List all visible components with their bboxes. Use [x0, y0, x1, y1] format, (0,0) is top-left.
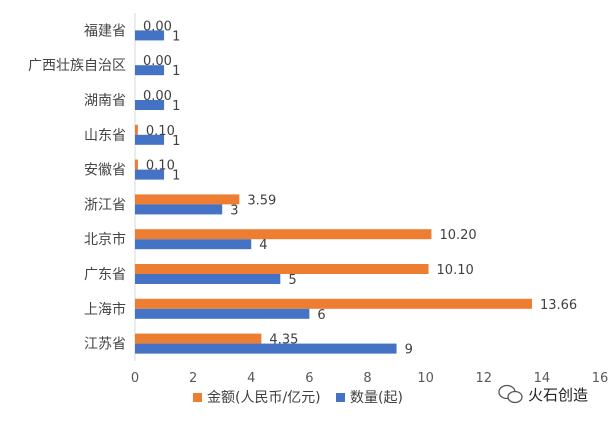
data-label-amount: 0.00 [143, 89, 172, 104]
data-label-amount: 0.10 [146, 124, 175, 139]
x-tick-label: 8 [363, 371, 371, 386]
data-label-amount: 0.00 [143, 54, 172, 69]
bar-count [135, 343, 397, 354]
category-label: 湖南省 [84, 93, 126, 109]
data-label-amount: 3.59 [247, 193, 276, 208]
bar-amount [135, 229, 432, 240]
data-label-amount: 13.66 [540, 298, 577, 313]
bar-amount [135, 124, 138, 135]
data-label-amount: 10.20 [439, 228, 476, 243]
data-label-amount: 0.10 [146, 159, 175, 174]
legend-swatch-amount [193, 393, 202, 402]
bar-count [135, 204, 223, 215]
data-label-count: 6 [317, 308, 325, 323]
bars-layer [135, 30, 532, 354]
x-tick-label: 12 [475, 371, 492, 386]
bar-amount [135, 333, 262, 344]
bar-count [135, 239, 252, 250]
data-label-count: 1 [172, 169, 180, 184]
bar-count [135, 169, 165, 180]
watermark: 火石创造 [498, 384, 588, 404]
bar-count [135, 65, 165, 76]
watermark-brand-text: 火石创造 [528, 386, 588, 404]
category-label: 江苏省 [84, 337, 126, 353]
wechat-icon [498, 384, 523, 404]
x-tick-label: 10 [417, 371, 434, 386]
category-label: 福建省 [84, 23, 126, 39]
bar-amount [135, 159, 138, 170]
x-tick-label: 16 [592, 371, 609, 386]
bar-count [135, 100, 165, 110]
bar-count [135, 134, 165, 145]
category-label: 浙江省 [84, 197, 126, 213]
category-label: 安徽省 [84, 163, 126, 179]
category-label: 山东省 [84, 128, 126, 144]
bar-count [135, 308, 310, 319]
legend-label-amount: 金额(人民币/亿元) [207, 390, 321, 406]
data-label-amount: 10.10 [437, 263, 474, 278]
category-label: 北京市 [84, 231, 126, 248]
data-label-count: 4 [259, 238, 267, 253]
legend-label-count: 数量(起) [350, 390, 403, 406]
bar-count [135, 30, 165, 41]
data-label-amount: 4.35 [269, 333, 298, 348]
bar-amount [135, 264, 429, 274]
data-label-count: 1 [172, 64, 180, 79]
data-label-count: 5 [288, 273, 296, 288]
x-tick-label: 2 [189, 371, 197, 386]
data-labels: 0.0010.0010.0010.1010.1013.59310.20410.1… [143, 19, 577, 357]
bar-amount [135, 194, 240, 205]
category-label: 广东省 [84, 267, 126, 283]
x-tick-label: 6 [305, 371, 313, 386]
legend: 金额(人民币/亿元) 数量(起) [193, 390, 403, 406]
x-tick-labels: 0 2 4 6 8 10 12 14 16 [131, 371, 608, 386]
data-label-count: 1 [172, 29, 180, 44]
bar-count [135, 274, 281, 284]
data-label-count: 9 [405, 343, 413, 358]
x-tick-label: 0 [131, 371, 139, 386]
data-label-count: 1 [172, 134, 180, 149]
category-label: 广西壮族自治区 [28, 58, 126, 74]
x-tick-label: 4 [247, 371, 255, 386]
x-tick-label: 14 [534, 371, 551, 386]
data-label-count: 3 [230, 203, 238, 218]
data-label-count: 1 [172, 99, 180, 114]
legend-swatch-count [336, 393, 345, 402]
category-label: 上海市 [84, 301, 126, 318]
bar-amount [135, 298, 532, 309]
data-label-amount: 0.00 [143, 19, 172, 34]
